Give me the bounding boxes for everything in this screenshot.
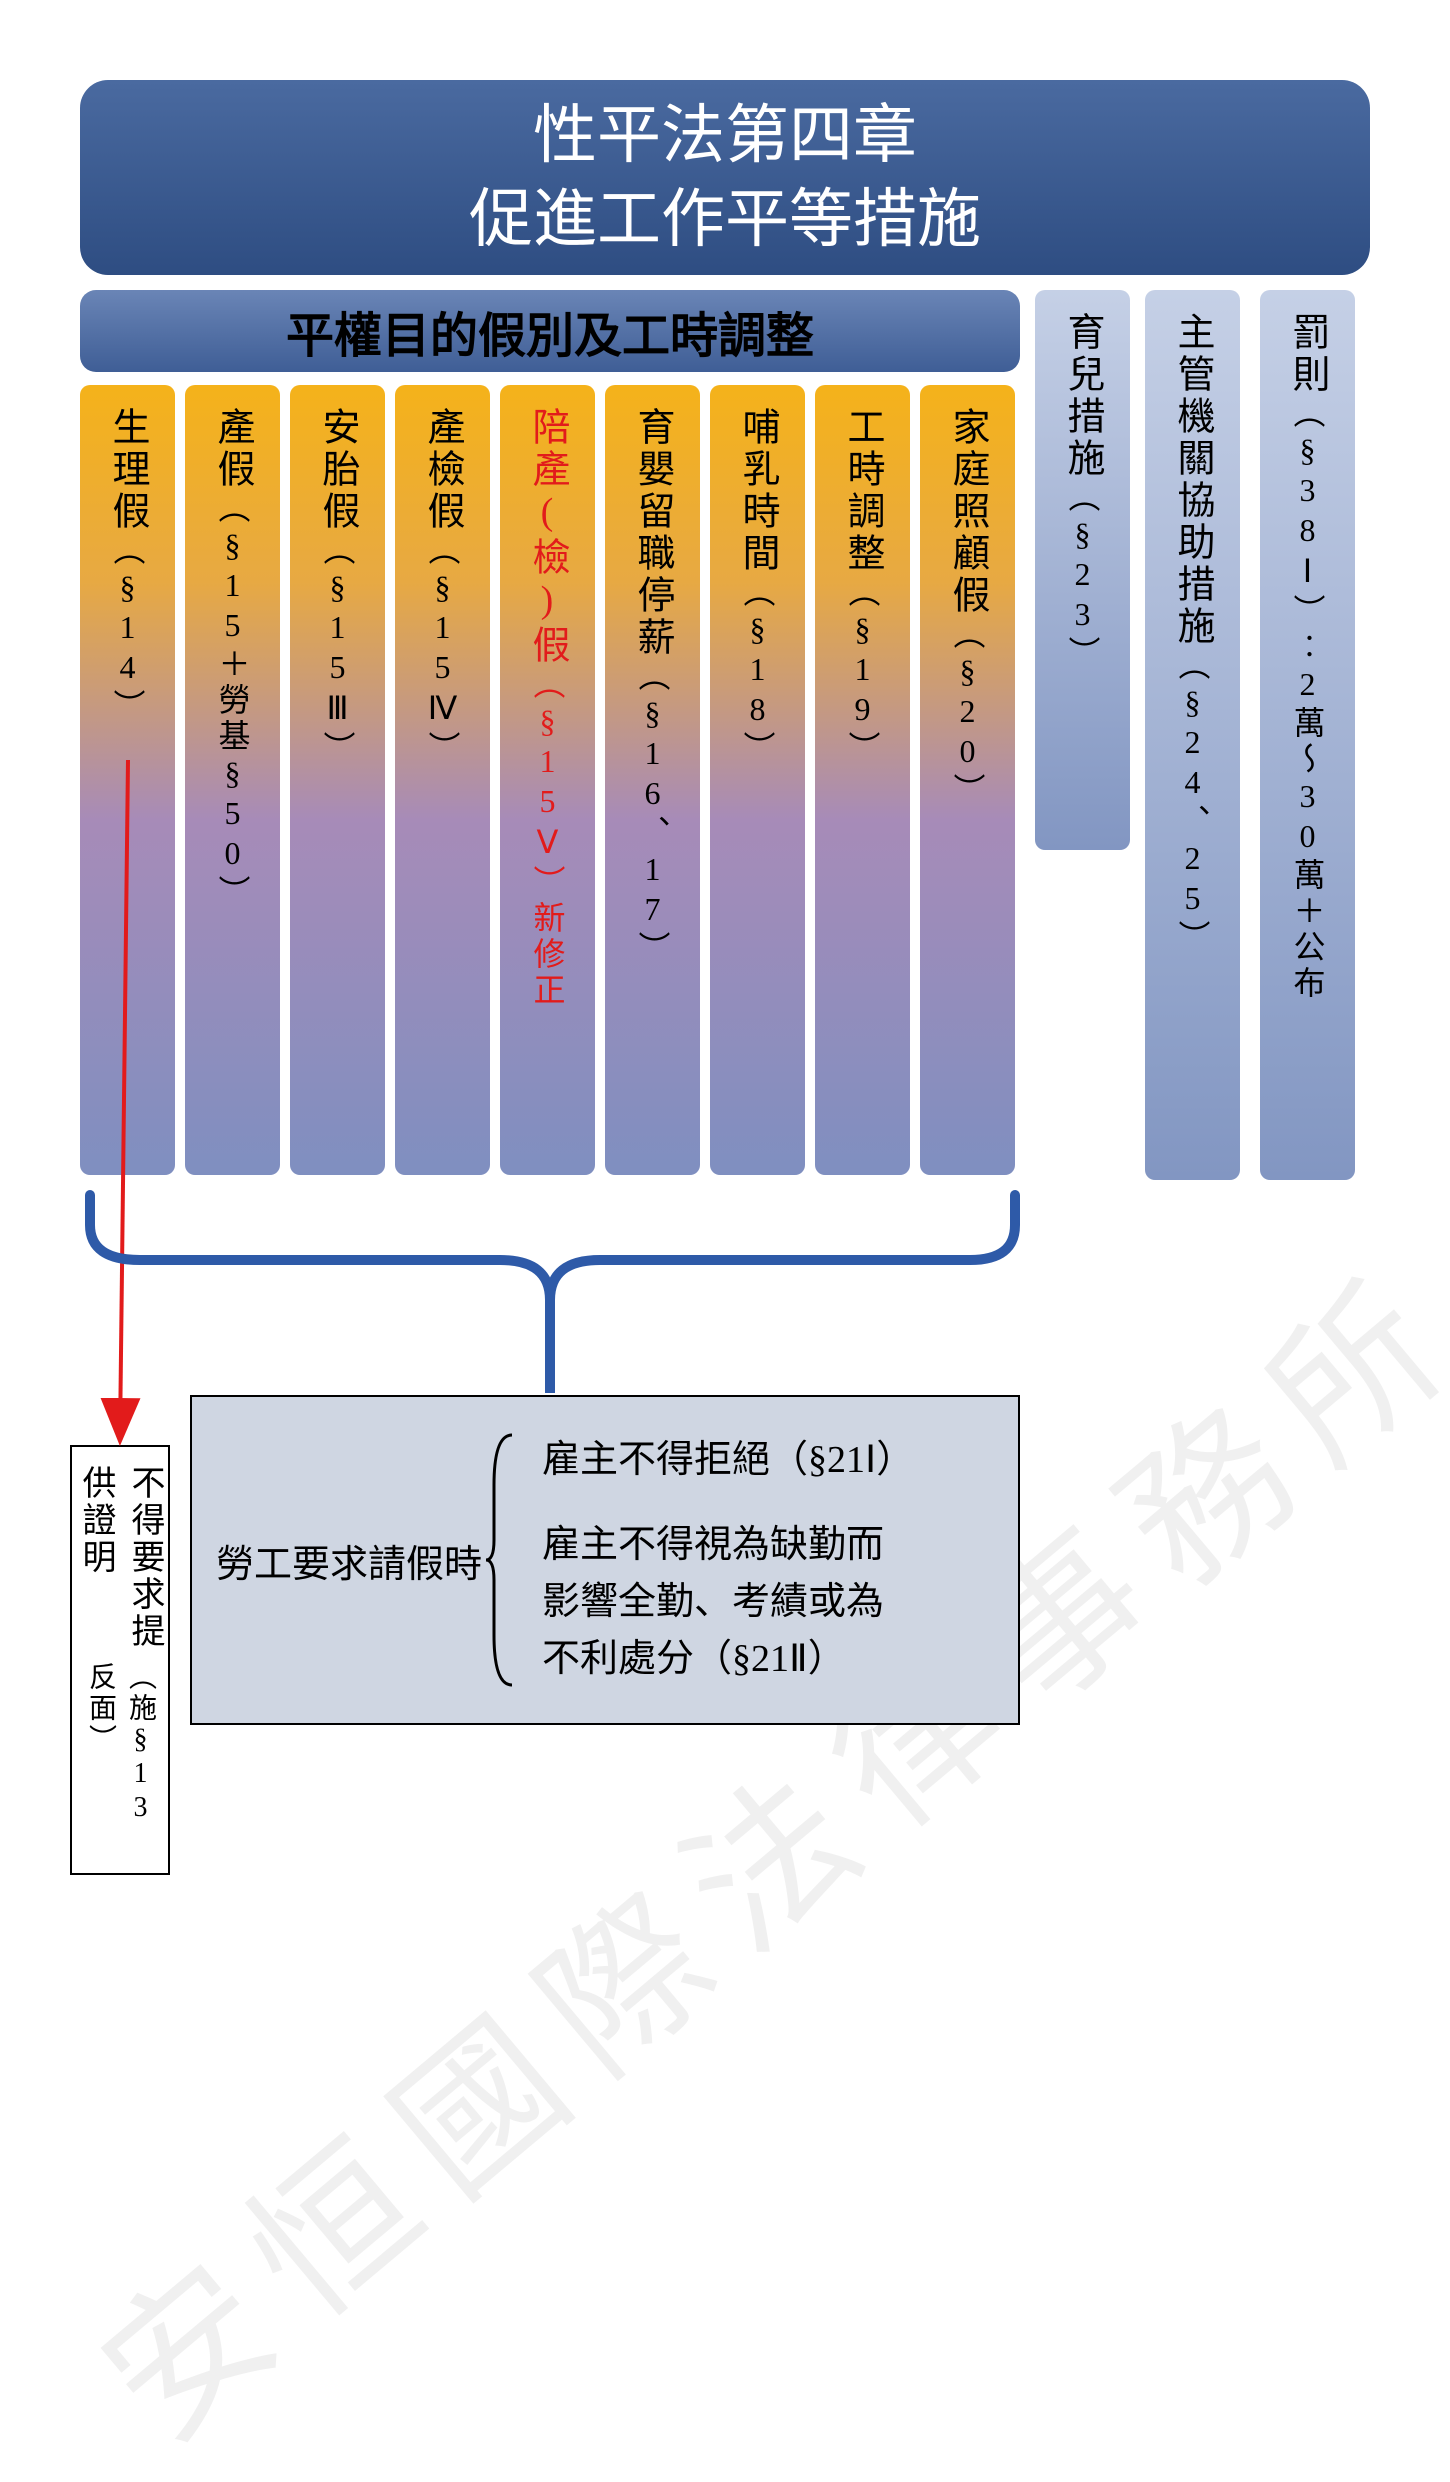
leave-col-label: 生理假 bbox=[100, 407, 155, 533]
rule-r1: 雇主不得拒絕（§21Ⅰ） bbox=[542, 1432, 914, 1489]
main-title: 性平法第四章 促進工作平等措施 bbox=[80, 80, 1370, 275]
leave-col-8: 家庭照顧假（§20） bbox=[920, 385, 1015, 1175]
note-box: 不得要求提供證明 （施§13 反面） bbox=[70, 1445, 170, 1875]
leave-col-1: 產假（§15＋勞基§50） bbox=[185, 385, 280, 1175]
leave-col-label: 產假 bbox=[205, 407, 260, 491]
leave-col-label: 安胎假 bbox=[310, 407, 365, 533]
side-col-ref: （§23） bbox=[1060, 480, 1106, 672]
rule-box: 勞工要求請假時 雇主不得拒絕（§21Ⅰ） 雇主不得視為缺勤而 影響全勤、考績或為… bbox=[190, 1395, 1020, 1725]
rule-r2a: 雇主不得視為缺勤而 bbox=[542, 1517, 914, 1574]
side-col-2: 罰則（§38Ⅰ）︰2萬～30萬＋公布 bbox=[1260, 290, 1355, 1180]
side-col-ref: （§38Ⅰ）︰2萬～30萬＋公布 bbox=[1285, 396, 1331, 1002]
leave-col-5: 育嬰留職停薪（§16、17） bbox=[605, 385, 700, 1175]
note-main: 不得要求提供證明 bbox=[71, 1465, 169, 1662]
leave-col-3: 產檢假（§15Ⅳ） bbox=[395, 385, 490, 1175]
title-line2: 促進工作平等措施 bbox=[469, 178, 981, 261]
leave-col-ref: （§18） bbox=[735, 575, 781, 767]
side-col-0: 育兒措施（§23） bbox=[1035, 290, 1130, 850]
sub-header-text: 平權目的假別及工時調整 bbox=[286, 296, 814, 366]
leave-col-ref: （§15Ⅲ） bbox=[315, 533, 361, 767]
leave-col-0: 生理假（§14） bbox=[80, 385, 175, 1175]
leave-col-ref: （§15Ⅴ）新修正 bbox=[525, 667, 571, 1009]
title-line1: 性平法第四章 bbox=[533, 94, 917, 177]
leave-col-label: 陪產(檢)假 bbox=[520, 407, 575, 667]
leave-col-ref: （§16、17） bbox=[630, 659, 676, 967]
leave-col-label: 哺乳時間 bbox=[730, 407, 785, 575]
leave-col-7: 工時調整（§19） bbox=[815, 385, 910, 1175]
bracket-icon bbox=[482, 1425, 522, 1695]
note-ref: （施§13 反面） bbox=[80, 1662, 160, 1855]
side-col-label: 主管機關協助措施 bbox=[1165, 312, 1220, 648]
rule-left: 勞工要求請假時 bbox=[216, 1533, 482, 1588]
rule-r2c: 不利處分（§21Ⅱ） bbox=[542, 1631, 914, 1688]
side-col-ref: （§24、25） bbox=[1170, 648, 1216, 956]
leave-col-label: 育嬰留職停薪 bbox=[625, 407, 680, 659]
leave-col-ref: （§15Ⅳ） bbox=[420, 533, 466, 767]
leave-col-ref: （§19） bbox=[840, 575, 886, 767]
leave-col-ref: （§15＋勞基§50） bbox=[210, 491, 256, 911]
leave-col-label: 產檢假 bbox=[415, 407, 470, 533]
side-col-label: 育兒措施 bbox=[1055, 312, 1110, 480]
rule-right: 雇主不得拒絕（§21Ⅰ） 雇主不得視為缺勤而 影響全勤、考績或為 不利處分（§2… bbox=[542, 1432, 914, 1688]
leave-col-4: 陪產(檢)假（§15Ⅴ）新修正 bbox=[500, 385, 595, 1175]
leave-col-6: 哺乳時間（§18） bbox=[710, 385, 805, 1175]
side-col-label: 罰則 bbox=[1280, 312, 1335, 396]
side-col-1: 主管機關協助措施（§24、25） bbox=[1145, 290, 1240, 1180]
rule-r2b: 影響全勤、考績或為 bbox=[542, 1574, 914, 1631]
leave-col-label: 工時調整 bbox=[835, 407, 890, 575]
sub-header: 平權目的假別及工時調整 bbox=[80, 290, 1020, 372]
leave-col-label: 家庭照顧假 bbox=[940, 407, 995, 617]
leave-col-ref: （§20） bbox=[945, 617, 991, 809]
leave-col-2: 安胎假（§15Ⅲ） bbox=[290, 385, 385, 1175]
leave-col-ref: （§14） bbox=[105, 533, 151, 725]
